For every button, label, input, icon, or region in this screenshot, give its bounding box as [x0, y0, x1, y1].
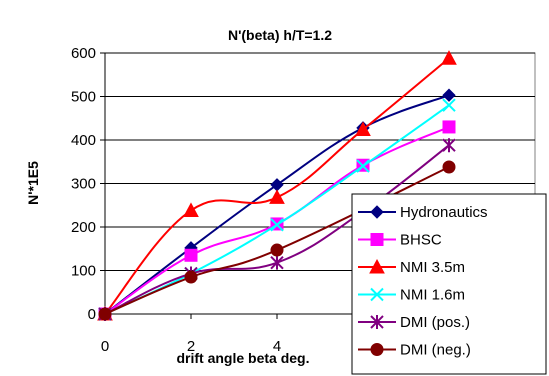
y-tick-label: 600 [71, 45, 96, 62]
data-point [269, 189, 285, 204]
data-point [184, 270, 198, 284]
data-point [270, 243, 284, 257]
series-2 [97, 50, 457, 321]
x-tick-label: 0 [101, 338, 109, 355]
y-axis-label: N'*1E5 [25, 161, 41, 205]
data-point [270, 218, 284, 232]
data-point [355, 121, 371, 137]
data-point [183, 202, 199, 217]
legend-entry: NMI 1.6m [358, 287, 465, 304]
legend-swatch-marker [369, 258, 385, 274]
data-point [442, 138, 456, 153]
series-group [97, 50, 457, 321]
legend-entry: DMI (neg.) [358, 342, 471, 359]
x-tick-label: 4 [273, 338, 281, 355]
data-point [441, 50, 457, 65]
data-point [442, 120, 456, 134]
y-tick-label: 500 [71, 89, 96, 106]
data-point [356, 159, 370, 173]
legend-box [351, 193, 547, 375]
legend-swatch-marker [370, 315, 384, 329]
y-tick-label: 100 [71, 263, 96, 280]
legend-label: NMI 3.5m [400, 259, 465, 276]
legend-entry: DMI (pos.) [358, 314, 470, 331]
legend-swatch-marker [370, 287, 384, 302]
chart-title: N'(beta) h/T=1.2 [228, 27, 332, 43]
legend-swatch-marker [370, 233, 384, 246]
x-tick-label: 2 [187, 338, 195, 355]
y-tick-label: 300 [71, 176, 96, 193]
x-axis-label: drift angle beta deg. [176, 350, 309, 366]
data-point [184, 248, 198, 262]
legend-label: NMI 1.6m [400, 287, 465, 304]
legend-entry: NMI 3.5m [358, 258, 465, 276]
y-tick-label: 400 [71, 132, 96, 149]
legend-label: DMI (pos.) [400, 314, 470, 331]
legend-entry: Hydronautics [358, 204, 488, 221]
legend: Hydronautics BHSC NMI 3.5m NMI 1.6m DMI (pos… [351, 193, 547, 375]
data-point [442, 160, 456, 174]
data-point [270, 255, 284, 270]
legend-label: Hydronautics [400, 204, 488, 221]
legend-swatch-marker [370, 205, 384, 219]
y-tick-label: 0 [88, 306, 96, 323]
y-tick-label: 200 [71, 219, 96, 236]
data-point [98, 307, 112, 321]
legend-swatch-marker [370, 343, 384, 356]
data-point [442, 98, 456, 112]
legend-label: DMI (neg.) [400, 342, 471, 359]
data-point [442, 88, 456, 102]
legend-entry: BHSC [358, 232, 442, 249]
legend-label: BHSC [400, 232, 442, 249]
